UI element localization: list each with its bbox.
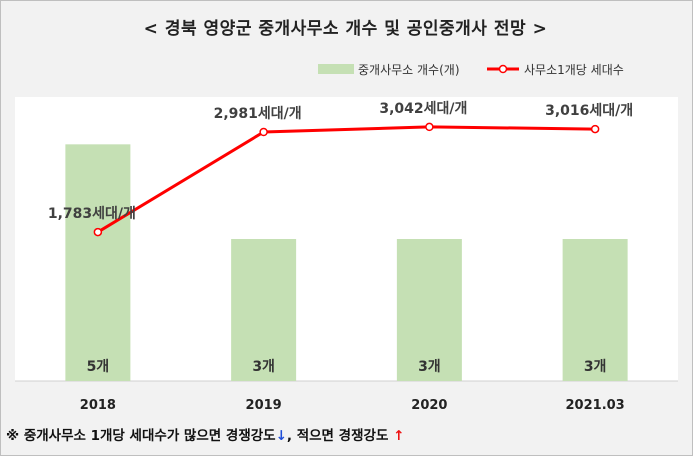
chart-title: < 경북 영양군 중개사무소 개수 및 공인중개사 전망 > xyxy=(143,19,548,39)
line-point-2020 xyxy=(425,122,434,132)
bar-2021.03 xyxy=(562,239,628,381)
line-point-2018 xyxy=(93,227,103,237)
legend-bar-swatch xyxy=(318,64,354,74)
arrow-down-icon: ↓ xyxy=(275,428,287,444)
line-label-2020: 3,042세대/개 xyxy=(379,101,467,117)
line-label-2018: 1,783세대/개 xyxy=(48,206,136,222)
bar-label-2018: 5개 xyxy=(87,359,110,375)
bar-2018 xyxy=(65,144,131,381)
legend-bar-label: 중개사무소 개수(개) xyxy=(358,63,460,77)
x-tick-2018: 2018 xyxy=(80,398,116,413)
bar-label-2021.03: 3개 xyxy=(584,359,607,375)
legend-line-marker xyxy=(498,64,508,74)
footnote-text-1: ※ 중개사무소 1개당 세대수가 많으면 경쟁강도 xyxy=(6,428,276,444)
footnote: ※ 중개사무소 1개당 세대수가 많으면 경쟁강도↓, 적으면 경쟁강도 ↑ xyxy=(6,424,404,444)
bar-2020 xyxy=(396,239,462,381)
line-series xyxy=(97,125,596,234)
line-label-2021.03: 3,016세대/개 xyxy=(545,103,633,119)
x-tick-2019: 2019 xyxy=(246,398,282,413)
legend-line-label: 사무소1개당 세대수 xyxy=(524,63,624,77)
footnote-text-2: , 적으면 경쟁강도 xyxy=(286,428,389,444)
bar-label-2020: 3개 xyxy=(418,359,441,375)
bar-label-2019: 3개 xyxy=(252,359,275,375)
line-point-2019 xyxy=(259,127,268,137)
x-tick-2021.03: 2021.03 xyxy=(566,398,625,413)
line-label-2019: 2,981세대/개 xyxy=(214,106,302,122)
arrow-up-icon: ↑ xyxy=(393,428,405,444)
line-point-2021.03 xyxy=(590,124,600,134)
bar-2019 xyxy=(231,239,297,381)
x-tick-2020: 2020 xyxy=(411,398,447,413)
